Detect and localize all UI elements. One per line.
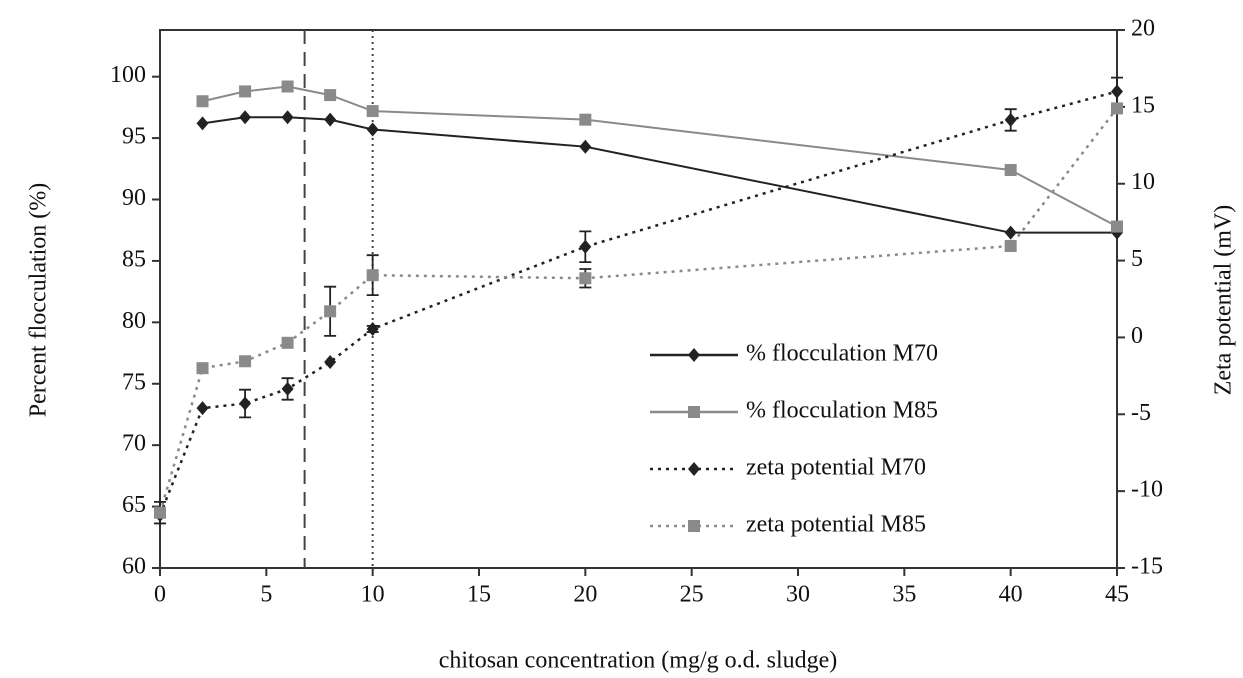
series-line (202, 116, 1117, 234)
data-point (579, 239, 592, 254)
data-point (579, 272, 592, 285)
legend-label: % flocculation M85 (746, 398, 938, 424)
data-point (239, 396, 252, 411)
series-line (158, 107, 1118, 514)
x-tick-label: 45 (1105, 582, 1129, 608)
y2-axis-label: Zeta potential (mV) (1211, 205, 1237, 396)
x-tick-label: 20 (573, 582, 597, 608)
data-point (196, 401, 209, 416)
legend-marker (688, 520, 700, 532)
series-line (158, 90, 1118, 516)
x-tick-label: 35 (892, 582, 916, 608)
legend-label: zeta potential M70 (746, 455, 926, 481)
legend-marker (688, 406, 700, 418)
data-point (1004, 164, 1017, 177)
y-tick-label: 75 (122, 369, 146, 395)
y-tick-label: 65 (122, 492, 146, 518)
data-point (324, 112, 337, 127)
data-point (196, 362, 209, 375)
data-point (239, 85, 252, 98)
x-tick-label: 30 (786, 582, 810, 608)
data-point (366, 269, 379, 282)
data-point (1111, 102, 1123, 115)
y2-tick-label: 15 (1131, 92, 1155, 118)
series-line (202, 85, 1118, 228)
y-axis-label: Percent flocculation (%) (26, 183, 52, 418)
y2-tick-label: -10 (1131, 477, 1163, 503)
y-tick-label: 60 (122, 554, 146, 580)
data-point (239, 355, 252, 368)
y-tick-label: 100 (110, 62, 146, 88)
data-point (324, 305, 337, 318)
data-point (366, 321, 379, 336)
data-point (281, 336, 294, 349)
legend-label: zeta potential M85 (746, 512, 926, 538)
legend-label: % flocculation M70 (746, 341, 938, 367)
data-point (1111, 220, 1123, 233)
x-tick-label: 0 (154, 582, 166, 608)
data-point (196, 95, 209, 108)
data-point (1004, 225, 1017, 240)
y-tick-label: 70 (122, 431, 146, 457)
x-tick-label: 5 (260, 582, 272, 608)
y-tick-label: 90 (122, 185, 146, 211)
data-point (281, 80, 294, 93)
data-point (1004, 239, 1017, 252)
y2-tick-label: -15 (1131, 554, 1163, 580)
data-point (154, 506, 166, 519)
data-point (324, 355, 337, 370)
y2-tick-label: 20 (1131, 16, 1155, 42)
data-point (1004, 112, 1017, 127)
x-tick-label: 25 (680, 582, 704, 608)
y-tick-label: 80 (122, 308, 146, 334)
data-point (366, 122, 379, 137)
data-point (324, 89, 337, 102)
y2-tick-label: 0 (1131, 323, 1143, 349)
data-point (196, 116, 209, 131)
data-point (281, 110, 294, 125)
data-point (579, 113, 592, 126)
x-tick-label: 15 (467, 582, 491, 608)
y2-tick-label: -5 (1131, 400, 1151, 426)
data-point (366, 105, 379, 118)
legend-marker (688, 462, 700, 476)
y-tick-label: 95 (122, 124, 146, 150)
data-point (281, 381, 294, 396)
y2-tick-label: 5 (1131, 246, 1143, 272)
x-tick-label: 10 (361, 582, 385, 608)
data-point (239, 110, 252, 125)
plot-frame (159, 29, 1118, 569)
legend-marker (688, 348, 700, 362)
data-point (1111, 84, 1123, 99)
y2-tick-label: 10 (1131, 169, 1155, 195)
x-axis-label: chitosan concentration (mg/g o.d. sludge… (439, 648, 838, 674)
y-tick-label: 85 (122, 246, 146, 272)
data-point (579, 139, 592, 154)
x-tick-label: 40 (999, 582, 1023, 608)
